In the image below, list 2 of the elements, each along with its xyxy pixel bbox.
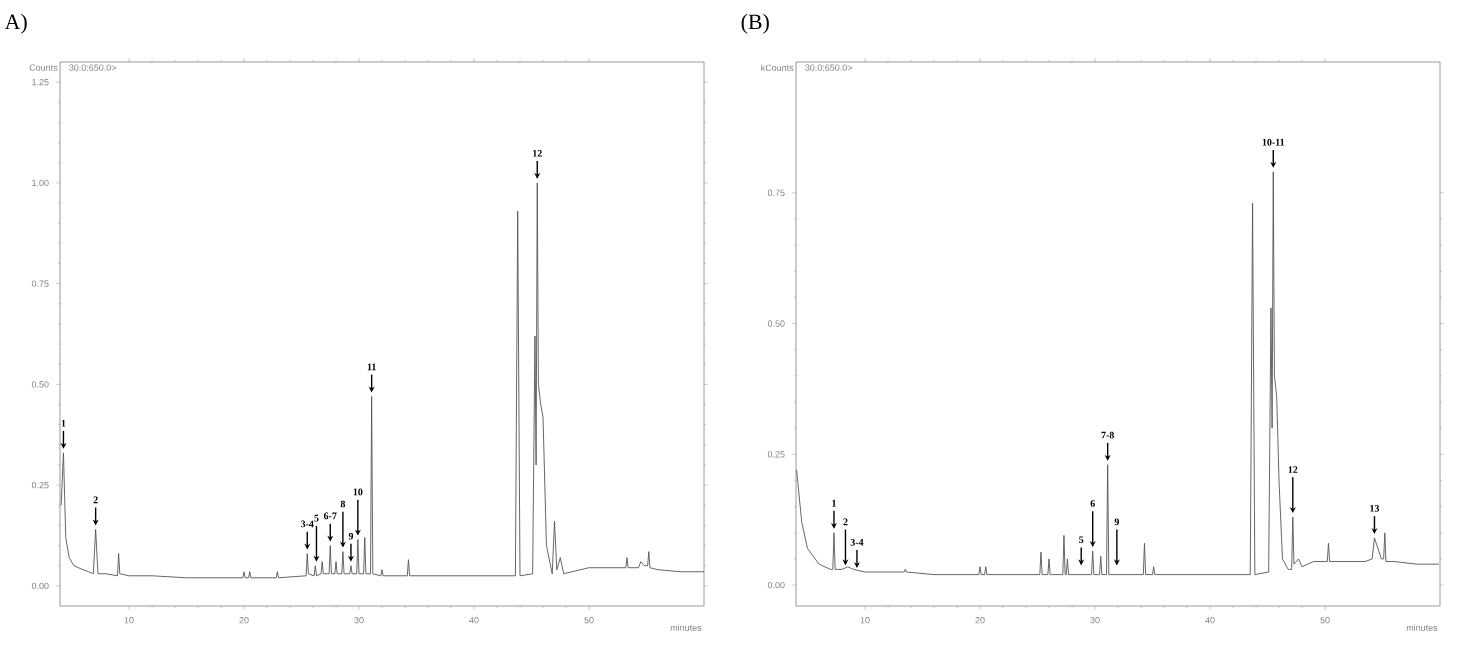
chart-title: (B) xyxy=(741,13,769,34)
chart-title: A) xyxy=(4,13,27,34)
